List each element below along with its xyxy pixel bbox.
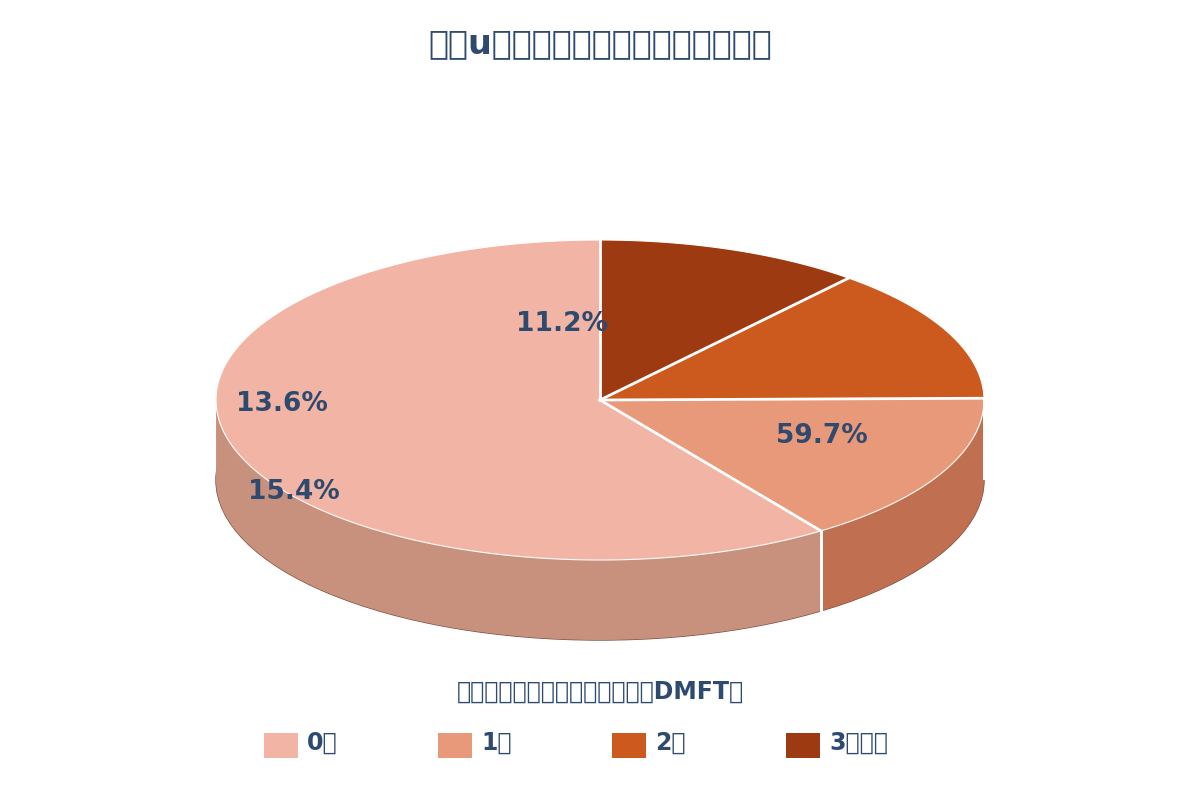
Text: 1本: 1本 xyxy=(481,731,511,755)
Text: 最初の時点でのう蝙罅患歯数（DMFT）: 最初の時点でのう蝙罅患歯数（DMFT） xyxy=(456,680,744,704)
Polygon shape xyxy=(821,398,984,611)
Text: 0本: 0本 xyxy=(307,731,338,755)
Polygon shape xyxy=(216,240,821,560)
FancyBboxPatch shape xyxy=(438,733,472,758)
Polygon shape xyxy=(600,278,984,400)
Polygon shape xyxy=(600,398,984,531)
FancyBboxPatch shape xyxy=(612,733,646,758)
Text: 2本: 2本 xyxy=(655,731,685,755)
Ellipse shape xyxy=(216,320,984,640)
Text: 新規uう蝙罅患歯の合計に占める割合: 新規uう蝙罅患歯の合計に占める割合 xyxy=(428,27,772,61)
Polygon shape xyxy=(216,398,821,640)
FancyBboxPatch shape xyxy=(786,733,820,758)
Text: 15.4%: 15.4% xyxy=(248,479,340,505)
Text: 59.7%: 59.7% xyxy=(776,423,868,449)
Polygon shape xyxy=(600,240,848,400)
FancyBboxPatch shape xyxy=(264,733,298,758)
Text: 11.2%: 11.2% xyxy=(516,311,607,337)
Text: 13.6%: 13.6% xyxy=(236,391,328,417)
Text: 3本以上: 3本以上 xyxy=(829,731,888,755)
